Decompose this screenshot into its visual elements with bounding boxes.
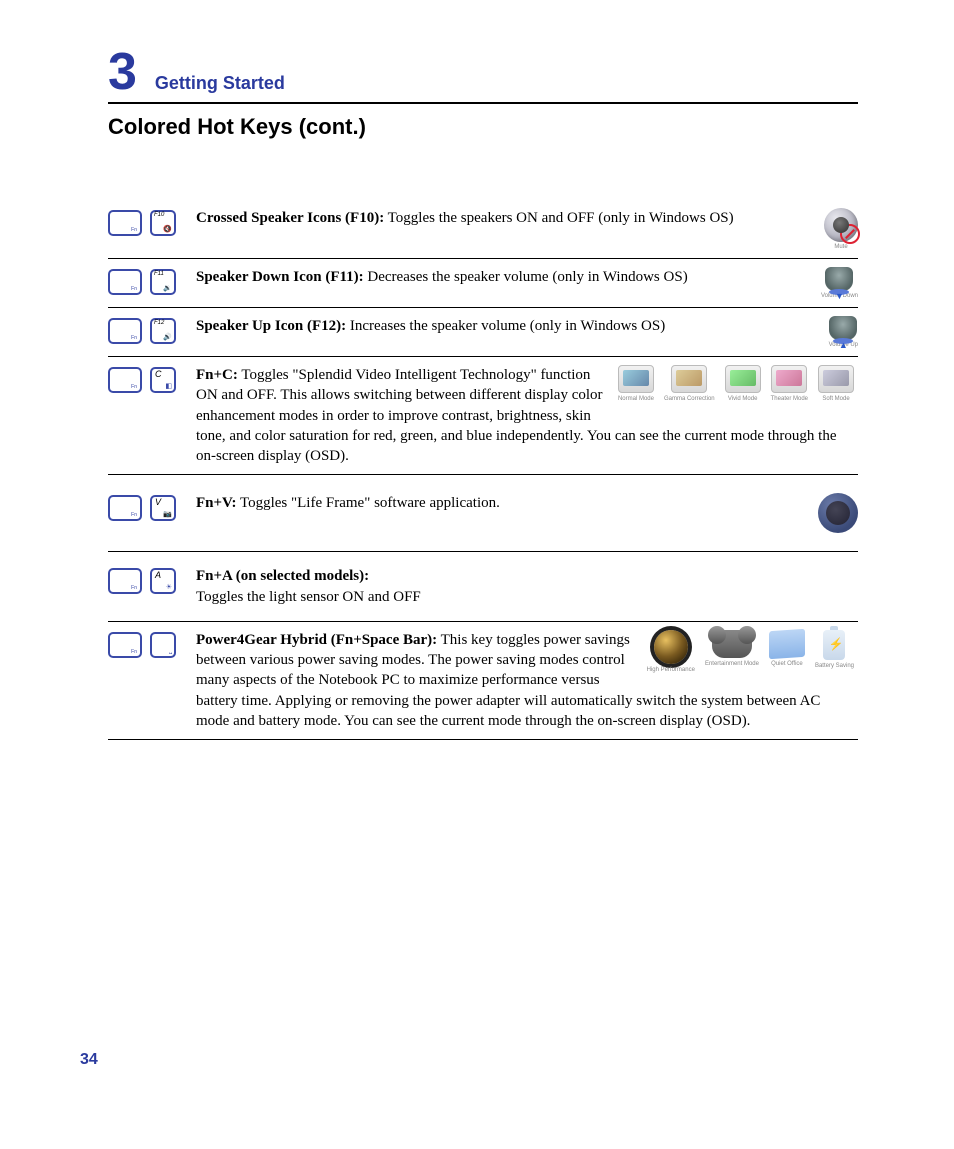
splendid-mode-icons: Normal Mode Gamma Correction Vivid Mode … xyxy=(618,365,854,403)
hotkey-title: Fn+A (on selected models): xyxy=(196,568,369,584)
fn-key-icon: Fn xyxy=(108,495,142,521)
f11-key-icon: F11🔉 xyxy=(150,269,176,295)
c-key-icon: C◧ xyxy=(150,367,176,393)
hotkey-row: Fn ⎵ High Performance Entertainment Mode… xyxy=(108,622,858,740)
chapter-header: 3 Getting Started xyxy=(108,46,858,104)
entertainment-mode-icon: Entertainment Mode xyxy=(705,630,759,668)
hotkey-body: Decreases the speaker volume (only in Wi… xyxy=(364,269,688,285)
vivid-mode-icon: Vivid Mode xyxy=(725,365,761,403)
fn-key-icon: Fn xyxy=(108,318,142,344)
fn-key-icon: Fn xyxy=(108,367,142,393)
battery-saving-icon: Battery Saving xyxy=(815,630,854,670)
quiet-office-icon: Quiet Office xyxy=(769,630,805,668)
hotkey-row: Fn F11🔉 Speaker Down Icon (F11): Decreas… xyxy=(108,259,858,308)
hotkey-row: Fn V📷 Fn+V: Toggles "Life Frame" softwar… xyxy=(108,475,858,552)
hotkey-body: Toggles "Life Frame" software applicatio… xyxy=(237,495,500,511)
v-key-icon: V📷 xyxy=(150,495,176,521)
fn-key-icon: Fn xyxy=(108,632,142,658)
mute-icon: Mute xyxy=(824,208,858,250)
space-key-icon: ⎵ xyxy=(150,632,176,658)
hotkey-body: Toggles the speakers ON and OFF (only in… xyxy=(384,210,733,226)
f10-key-icon: F10🔇 xyxy=(150,210,176,236)
hotkey-row: Fn F10🔇 Crossed Speaker Icons (F10): Tog… xyxy=(108,200,858,259)
f12-key-icon: F12🔊 xyxy=(150,318,176,344)
chapter-title: Getting Started xyxy=(155,73,285,94)
keycaps: Fn F12🔊 xyxy=(108,316,196,344)
hotkey-description: Fn+V: Toggles "Life Frame" software appl… xyxy=(196,493,812,513)
page-number: 34 xyxy=(80,1051,98,1069)
hotkey-description: Speaker Down Icon (F11): Decreases the s… xyxy=(196,267,815,287)
fn-key-icon: Fn xyxy=(108,210,142,236)
chapter-number: 3 xyxy=(108,46,137,98)
hotkey-description: Speaker Up Icon (F12): Increases the spe… xyxy=(196,316,823,336)
lifeframe-icon xyxy=(818,493,858,533)
page: 3 Getting Started Colored Hot Keys (cont… xyxy=(0,0,954,1149)
hotkey-title: Speaker Down Icon (F11): xyxy=(196,269,364,285)
hotkey-body: Increases the speaker volume (only in Wi… xyxy=(346,318,665,334)
fn-key-icon: Fn xyxy=(108,269,142,295)
volume-up-icon: ▲ Volume Up xyxy=(829,316,858,348)
hotkey-description: High Performance Entertainment Mode Quie… xyxy=(196,630,858,731)
hotkey-title: Speaker Up Icon (F12): xyxy=(196,318,346,334)
soft-mode-icon: Soft Mode xyxy=(818,365,854,403)
hotkey-title: Crossed Speaker Icons (F10): xyxy=(196,210,384,226)
keycaps: Fn ⎵ xyxy=(108,630,196,658)
normal-mode-icon: Normal Mode xyxy=(618,365,654,403)
fn-key-icon: Fn xyxy=(108,568,142,594)
high-performance-icon: High Performance xyxy=(647,630,695,674)
theater-mode-icon: Theater Mode xyxy=(771,365,808,403)
keycaps: Fn A☀ xyxy=(108,566,196,594)
hotkey-title: Power4Gear Hybrid (Fn+Space Bar): xyxy=(196,632,437,648)
hotkey-title: Fn+C: xyxy=(196,367,238,383)
hotkey-description: Crossed Speaker Icons (F10): Toggles the… xyxy=(196,208,818,228)
hotkey-body: Toggles the light sensor ON and OFF xyxy=(196,589,421,605)
gamma-mode-icon: Gamma Correction xyxy=(664,365,715,403)
keycaps: Fn F10🔇 xyxy=(108,208,196,236)
hotkey-row: Fn C◧ Normal Mode Gamma Correction Vivid… xyxy=(108,357,858,475)
a-key-icon: A☀ xyxy=(150,568,176,594)
hotkey-row: Fn A☀ Fn+A (on selected models): Toggles… xyxy=(108,552,858,622)
section-title: Colored Hot Keys (cont.) xyxy=(108,114,858,140)
hotkey-title: Fn+V: xyxy=(196,495,237,511)
keycaps: Fn V📷 xyxy=(108,493,196,521)
hotkey-description: Fn+A (on selected models): Toggles the l… xyxy=(196,566,858,607)
keycaps: Fn C◧ xyxy=(108,365,196,393)
volume-down-icon: ▼ Volume Down xyxy=(821,267,858,299)
keycaps: Fn F11🔉 xyxy=(108,267,196,295)
hotkey-row: Fn F12🔊 Speaker Up Icon (F12): Increases… xyxy=(108,308,858,357)
power4gear-mode-icons: High Performance Entertainment Mode Quie… xyxy=(647,630,854,674)
hotkey-description: Normal Mode Gamma Correction Vivid Mode … xyxy=(196,365,858,466)
